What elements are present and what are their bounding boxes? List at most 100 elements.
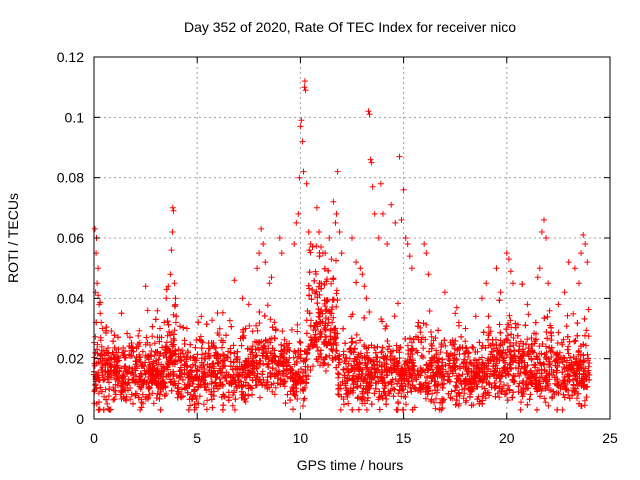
data-point [215, 382, 221, 389]
data-point [171, 350, 177, 357]
data-point [323, 354, 330, 360]
data-point [421, 241, 428, 247]
data-point [460, 360, 467, 367]
data-point [299, 373, 306, 380]
data-point [130, 348, 137, 355]
data-point [452, 387, 458, 394]
data-point [546, 370, 553, 377]
data-point [179, 347, 186, 354]
data-point [510, 389, 517, 396]
data-point [497, 378, 504, 385]
data-point [573, 367, 580, 374]
data-point [552, 357, 559, 364]
data-point [167, 348, 174, 355]
chart-title: Day 352 of 2020, Rate Of TEC Index for r… [184, 19, 516, 35]
data-point [418, 368, 425, 375]
data-point [528, 356, 535, 363]
data-point [102, 327, 109, 334]
data-point [276, 235, 283, 241]
data-point [316, 330, 323, 337]
data-point [433, 357, 440, 364]
data-point [503, 250, 510, 257]
data-point [534, 388, 540, 395]
data-point [168, 387, 175, 394]
data-point [269, 388, 276, 395]
data-point [507, 348, 514, 355]
data-point [363, 406, 370, 413]
data-point [139, 348, 146, 355]
data-point [322, 322, 329, 329]
data-point [252, 353, 259, 360]
data-point [583, 327, 590, 334]
y-tick-label: 0.12 [57, 49, 84, 65]
data-point [583, 383, 590, 390]
data-point [158, 388, 164, 395]
data-point [398, 365, 405, 372]
data-point [111, 344, 118, 351]
data-point [262, 337, 269, 344]
data-point [437, 369, 443, 376]
data-point [306, 310, 313, 317]
data-point [353, 259, 360, 266]
data-point [366, 370, 373, 377]
y-tick-label: 0 [76, 411, 84, 427]
data-point [559, 406, 566, 413]
data-point [456, 400, 463, 407]
data-point [496, 321, 503, 328]
data-point [507, 317, 514, 324]
data-point [561, 394, 568, 401]
data-point [561, 289, 568, 296]
data-point [216, 325, 223, 332]
data-point [528, 335, 535, 341]
data-point [541, 395, 548, 402]
data-point [371, 210, 378, 217]
data-point [554, 364, 561, 370]
data-point [400, 406, 407, 413]
data-point [336, 229, 343, 235]
data-point [166, 328, 173, 335]
data-point [306, 269, 313, 276]
data-point [300, 397, 307, 403]
data-point [518, 358, 525, 365]
data-point [150, 371, 157, 378]
data-point [368, 357, 375, 364]
data-point [210, 392, 217, 399]
data-point [413, 376, 420, 383]
data-point [229, 366, 236, 373]
data-point [180, 350, 186, 357]
data-point [335, 353, 342, 360]
data-point [292, 379, 299, 386]
data-point [564, 312, 571, 319]
data-point [349, 235, 355, 241]
data-point [334, 330, 341, 337]
data-point [404, 241, 411, 247]
data-point [165, 371, 172, 378]
data-point [344, 375, 351, 382]
data-point [272, 353, 279, 360]
data-point [366, 111, 373, 118]
data-point [476, 339, 483, 346]
data-point [281, 336, 288, 343]
data-point [185, 370, 192, 376]
data-point [141, 367, 148, 374]
data-point [491, 354, 498, 361]
data-point [428, 329, 434, 335]
data-point [395, 300, 401, 307]
data-point [97, 310, 104, 317]
data-point [185, 406, 192, 413]
data-point [408, 372, 415, 379]
data-point [533, 330, 539, 337]
data-point [209, 360, 216, 367]
data-point [524, 401, 531, 408]
data-point [506, 361, 513, 368]
data-point [111, 332, 118, 339]
data-point [183, 356, 190, 363]
data-point [524, 362, 531, 369]
data-point [278, 350, 285, 357]
data-point [260, 342, 267, 349]
data-point [407, 347, 414, 354]
data-point [319, 310, 326, 317]
data-point [99, 360, 106, 367]
data-point [133, 363, 140, 370]
data-point [517, 406, 524, 413]
